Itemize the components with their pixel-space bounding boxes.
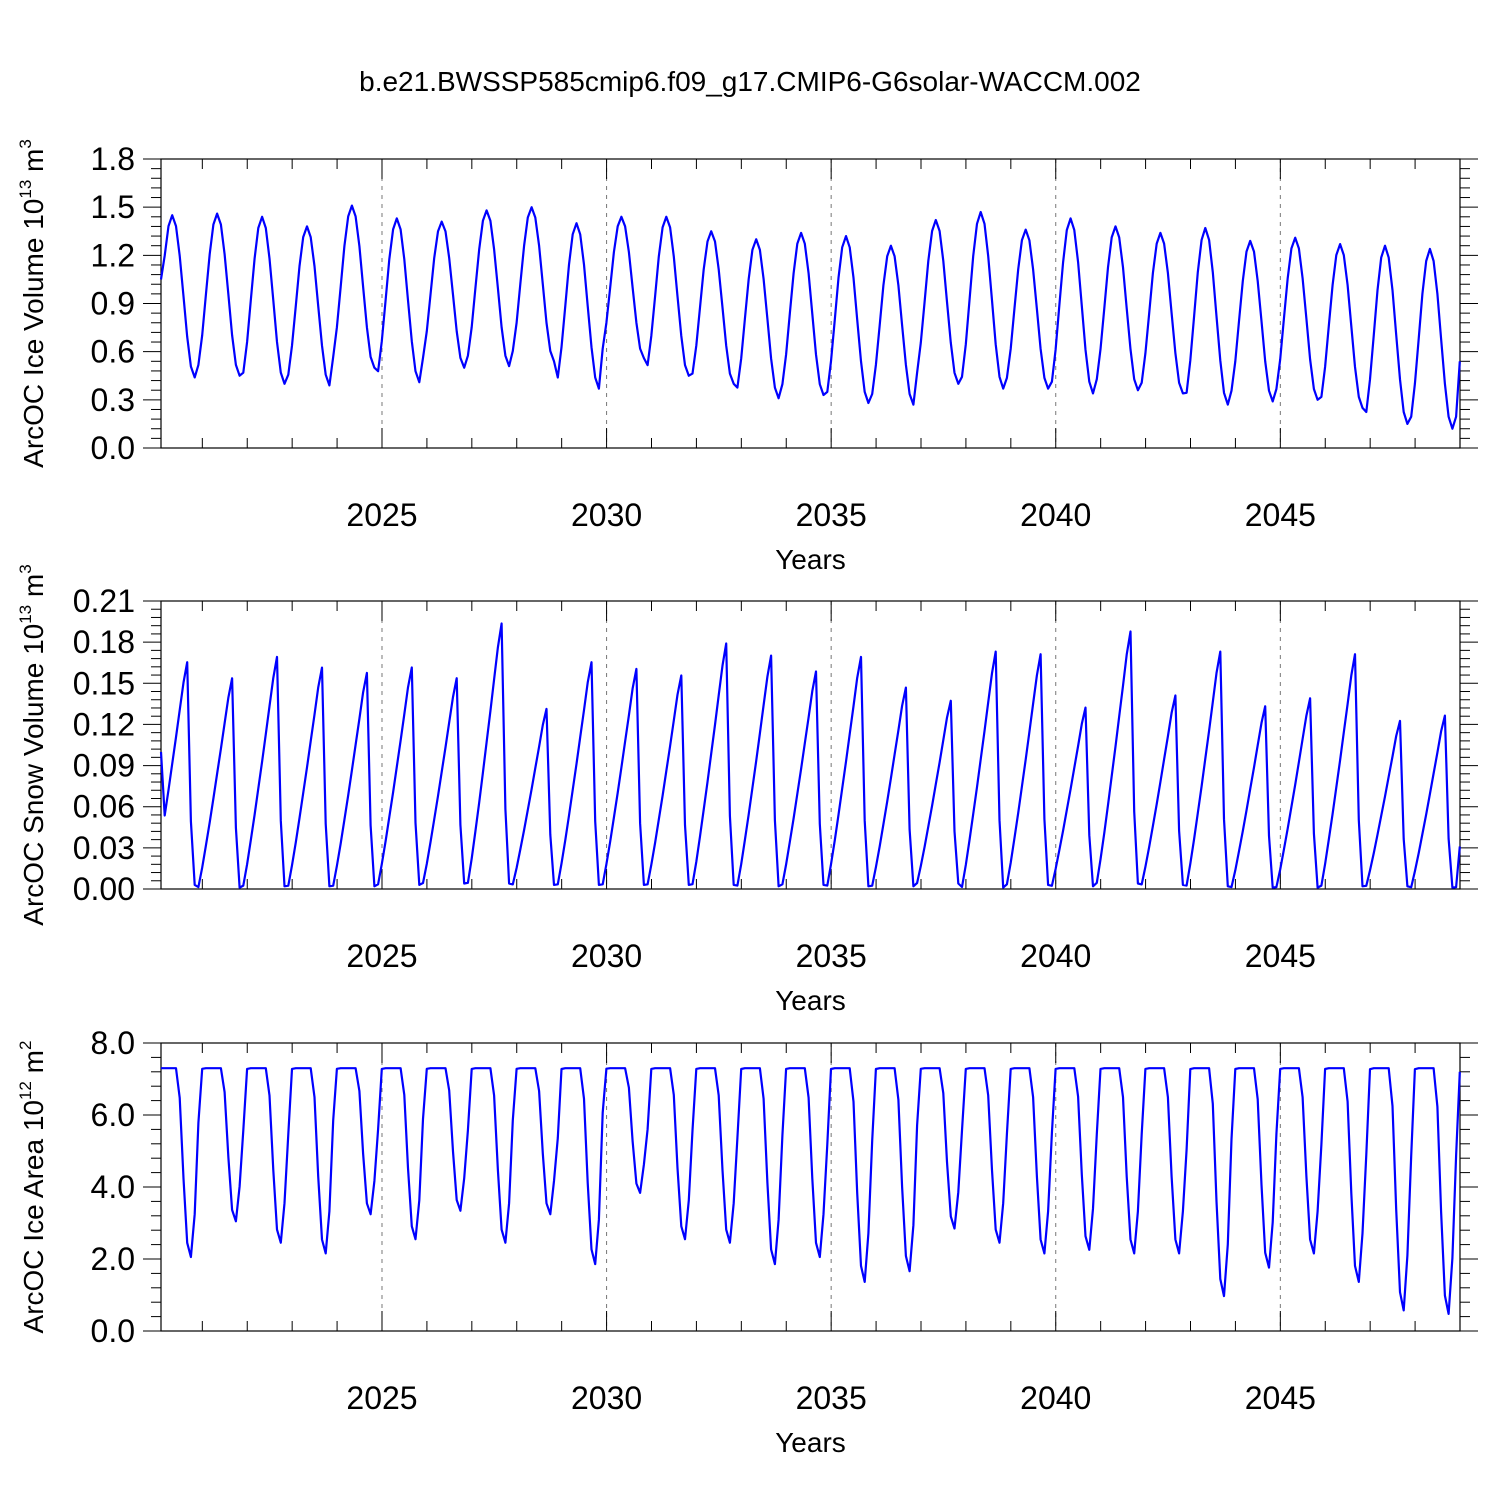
x-tick-label: 2040 — [1020, 938, 1091, 974]
x-tick-label: 2025 — [346, 497, 417, 533]
y-tick-label: 4.0 — [91, 1169, 135, 1205]
y-tick-label: 8.0 — [91, 1025, 135, 1061]
y-tick-label: 0.3 — [91, 382, 135, 418]
y-tick-label: 0.21 — [73, 583, 135, 619]
y-tick-label: 0.0 — [91, 1313, 135, 1349]
y-tick-label: 6.0 — [91, 1097, 135, 1133]
x-tick-label: 2030 — [571, 497, 642, 533]
y-tick-label: 1.2 — [91, 237, 135, 273]
x-tick-label: 2025 — [346, 1380, 417, 1416]
plot-frame — [160, 1042, 1461, 1332]
x-axis-title: Years — [775, 985, 846, 1016]
x-tick-label: 2040 — [1020, 1380, 1091, 1416]
x-tick-label: 2030 — [571, 1380, 642, 1416]
x-tick-label: 2045 — [1245, 938, 1316, 974]
chart-panel-2: 0.00 0.03 0.06 0.09 0.12 0.15 0.18 0.21 2025 2030… — [16, 564, 1478, 1016]
plot-frame — [160, 158, 1461, 449]
series-line — [161, 1067, 1461, 1315]
x-tick-label: 2045 — [1245, 1380, 1316, 1416]
x-tick-label: 2025 — [346, 938, 417, 974]
x-tick-label: 2045 — [1245, 497, 1316, 533]
y-tick-label: 1.8 — [91, 141, 135, 177]
x-tick-label: 2035 — [796, 938, 867, 974]
y-tick-label: 0.03 — [73, 830, 135, 866]
y-tick-label: 0.6 — [91, 334, 135, 370]
y-axis-title: ArcOC Ice Volume 1013 m3 — [16, 139, 49, 468]
y-tick-label: 0.0 — [91, 430, 135, 466]
y-tick-label: 0.9 — [91, 286, 135, 322]
x-tick-label: 2035 — [796, 1380, 867, 1416]
x-tick-label: 2030 — [571, 938, 642, 974]
panels: 0.0 0.3 0.6 0.9 1.2 1.5 1.8 2025 2030 2035 2040 204… — [16, 139, 1478, 1458]
y-axis-title: ArcOC Snow Volume 1013 m3 — [16, 564, 49, 925]
y-tick-label: 2.0 — [91, 1241, 135, 1277]
x-axis-title: Years — [775, 544, 846, 575]
x-tick-label: 2040 — [1020, 497, 1091, 533]
y-tick-label: 0.18 — [73, 624, 135, 660]
y-tick-label: 0.06 — [73, 789, 135, 825]
x-axis-title: Years — [775, 1427, 846, 1458]
y-tick-label: 0.00 — [73, 871, 135, 907]
y-tick-label: 0.15 — [73, 665, 135, 701]
y-tick-label: 0.09 — [73, 748, 135, 784]
y-axis-title: ArcOC Ice Area 1012 m2 — [16, 1041, 49, 1334]
chart-panel-3: 0.0 2.0 4.0 6.0 8.0 2025 2030 2035 2040 2045 Years… — [16, 1025, 1478, 1458]
plot-frame — [160, 600, 1461, 890]
y-tick-label: 1.5 — [91, 189, 135, 225]
y-tick-label: 0.12 — [73, 706, 135, 742]
figure-title: b.e21.BWSSP585cmip6.f09_g17.CMIP6-G6sola… — [359, 66, 1141, 97]
series-line — [159, 204, 1461, 430]
series-line — [159, 622, 1461, 889]
chart-panel-1: 0.0 0.3 0.6 0.9 1.2 1.5 1.8 2025 2030 2035 2040 204… — [16, 139, 1478, 575]
x-tick-label: 2035 — [796, 497, 867, 533]
